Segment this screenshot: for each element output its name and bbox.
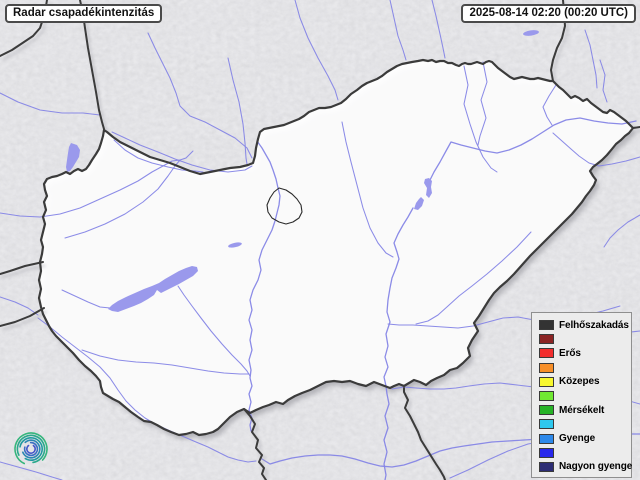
legend-swatch bbox=[539, 433, 554, 444]
lake-balaton bbox=[108, 266, 198, 312]
river-danube-hungary bbox=[248, 140, 281, 432]
river-ua-1 bbox=[599, 59, 608, 103]
river-sk-north-3 bbox=[431, 0, 446, 59]
map-title: Radar csapadékintenzitás bbox=[13, 7, 155, 19]
river-tisza-upper bbox=[429, 117, 637, 181]
legend-rows: Felhőszakadás Erős Közepes Mérsékelt Gyenge N… bbox=[539, 319, 633, 473]
logo-ring bbox=[23, 441, 39, 457]
hungaromet-spiral-logo bbox=[14, 432, 48, 466]
legend-swatch bbox=[539, 334, 554, 345]
legend-item-label: Felhőszakadás bbox=[559, 319, 629, 331]
lakes bbox=[66, 30, 539, 312]
river-szamos bbox=[552, 132, 640, 167]
lake-zemplinska bbox=[523, 30, 539, 36]
legend-item-label: Mérsékelt bbox=[559, 404, 605, 416]
river-hron bbox=[227, 57, 248, 165]
logo-ring bbox=[21, 439, 41, 459]
river-danube-slovakia bbox=[111, 131, 253, 173]
river-sava bbox=[0, 461, 63, 480]
river-raba bbox=[0, 150, 194, 218]
legend-item bbox=[539, 390, 631, 401]
legend-item bbox=[539, 362, 631, 373]
legend-item: Mérsékelt bbox=[539, 404, 631, 416]
legend-swatch bbox=[539, 419, 554, 430]
lake-ferto bbox=[66, 143, 80, 172]
lake-tisza-tail bbox=[414, 197, 424, 210]
logo-ring bbox=[26, 444, 36, 454]
river-sajo bbox=[463, 65, 498, 173]
legend-item-label: Közepes bbox=[559, 376, 600, 388]
lake-velence bbox=[228, 242, 242, 248]
river-ua-2 bbox=[584, 29, 598, 89]
legend-swatch bbox=[539, 376, 554, 387]
lake-tisza bbox=[424, 178, 432, 198]
timestamp-box: 2025-08-14 02:20 (00:20 UTC) bbox=[461, 4, 636, 23]
legend-item bbox=[539, 419, 631, 430]
river-vah bbox=[147, 32, 253, 159]
river-ro-east bbox=[603, 214, 640, 248]
river-bega bbox=[449, 440, 546, 479]
river-mura bbox=[0, 296, 39, 316]
river-sio bbox=[177, 285, 251, 377]
legend-swatch bbox=[539, 405, 554, 416]
timestamp: 2025-08-14 02:20 (00:20 UTC) bbox=[469, 7, 628, 19]
legend-swatch bbox=[539, 390, 554, 401]
logo-ring bbox=[19, 437, 43, 461]
river-sk-north-1 bbox=[294, 0, 339, 101]
legend-swatch bbox=[539, 362, 554, 373]
legend-item: Nagyon gyenge bbox=[539, 461, 633, 473]
river-tisza-lower bbox=[383, 207, 414, 480]
legend-item: Erős bbox=[539, 347, 631, 359]
legend-item-label: Gyenge bbox=[559, 433, 596, 444]
legend-item: Közepes bbox=[539, 376, 631, 388]
legend-swatch bbox=[539, 461, 554, 472]
river-zagyva bbox=[341, 121, 394, 258]
river-hernad bbox=[477, 61, 488, 146]
legend-swatch bbox=[539, 348, 554, 359]
legend-item-label: Nagyon gyenge bbox=[559, 461, 633, 473]
river-sk-north-2 bbox=[389, 0, 407, 61]
river-berettyo bbox=[415, 231, 532, 325]
river-drava bbox=[37, 317, 257, 463]
legend-item bbox=[539, 447, 631, 458]
river-zala bbox=[61, 289, 111, 309]
legend-item-label: Erős bbox=[559, 347, 581, 359]
legend-swatch bbox=[539, 320, 554, 330]
logo-ring bbox=[14, 432, 48, 466]
river-marcal bbox=[64, 159, 181, 239]
river-kapos bbox=[81, 349, 250, 375]
budapest-outline bbox=[266, 187, 303, 225]
logo-ring bbox=[16, 434, 46, 464]
legend-item: Felhőszakadás bbox=[539, 319, 631, 331]
legend-swatch bbox=[539, 447, 554, 458]
map-title-box: Radar csapadékintenzitás bbox=[5, 4, 163, 23]
legend-item bbox=[539, 334, 631, 345]
river-bodrog bbox=[542, 84, 557, 126]
intensity-legend: Felhőszakadás Erős Közepes Mérsékelt Gyenge N… bbox=[531, 312, 632, 478]
legend-item: Gyenge bbox=[539, 433, 631, 444]
